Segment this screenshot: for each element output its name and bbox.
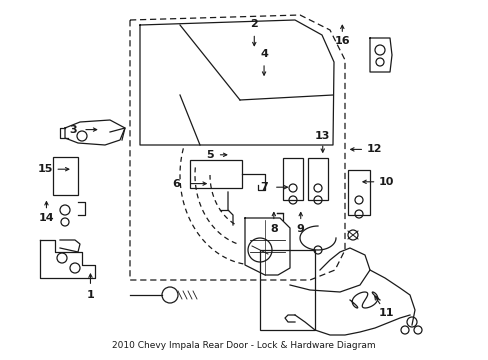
Text: 6: 6 xyxy=(172,179,180,189)
Text: 13: 13 xyxy=(314,131,330,141)
Bar xyxy=(190,160,242,188)
Text: 10: 10 xyxy=(378,177,393,187)
Text: 11: 11 xyxy=(378,308,393,318)
Text: 1: 1 xyxy=(86,290,94,300)
Text: 9: 9 xyxy=(296,224,304,234)
Bar xyxy=(260,250,314,330)
Bar xyxy=(347,170,369,215)
Text: 7: 7 xyxy=(260,182,267,192)
Text: 16: 16 xyxy=(334,36,349,46)
Bar xyxy=(307,158,327,200)
Text: 15: 15 xyxy=(38,164,53,174)
Text: 4: 4 xyxy=(260,49,267,59)
Bar xyxy=(283,158,303,200)
Text: 3: 3 xyxy=(69,125,77,135)
Bar xyxy=(53,157,78,195)
Text: 8: 8 xyxy=(269,224,277,234)
Text: 12: 12 xyxy=(366,144,381,154)
Text: 2010 Chevy Impala Rear Door - Lock & Hardware Diagram: 2010 Chevy Impala Rear Door - Lock & Har… xyxy=(112,342,375,351)
Text: 14: 14 xyxy=(39,213,54,223)
Text: 2: 2 xyxy=(250,19,258,30)
Text: 5: 5 xyxy=(206,150,214,160)
